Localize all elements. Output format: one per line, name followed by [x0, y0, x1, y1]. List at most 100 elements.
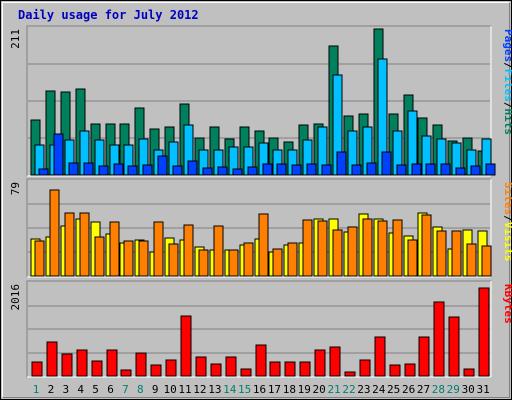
- x-tick-label-day-16: 16: [253, 383, 266, 396]
- x-tick-label-day-14: 14: [223, 383, 237, 396]
- x-tick-label-day-9: 9: [152, 383, 159, 396]
- bar-kbytes-day-7: [120, 369, 132, 377]
- bar-sites-day-10: [168, 243, 179, 277]
- legend-entry: KBytes: [502, 284, 512, 324]
- bar-sites-day-25: [392, 219, 403, 277]
- y-max-label-hits-files-pages: 211: [9, 29, 22, 49]
- legend-entry: /: [502, 215, 512, 222]
- x-tick-label-day-21: 21: [327, 383, 340, 396]
- bar-kbytes-day-16: [255, 344, 267, 377]
- bar-pages-day-14: [232, 168, 243, 176]
- bar-kbytes-day-19: [299, 361, 311, 377]
- bar-kbytes-day-27: [418, 336, 430, 377]
- bar-pages-day-9: [157, 155, 168, 176]
- x-tick-label-day-1: 1: [33, 383, 40, 396]
- legend-entry: Sites: [502, 182, 512, 215]
- bar-kbytes-day-22: [344, 371, 356, 377]
- bar-sites-day-28: [436, 230, 447, 277]
- bar-sites-day-5: [94, 236, 105, 277]
- x-tick-label-day-25: 25: [387, 383, 400, 396]
- x-tick-label-day-23: 23: [357, 383, 370, 396]
- x-tick-label-day-12: 12: [193, 383, 206, 396]
- bar-kbytes-day-2: [46, 341, 58, 377]
- bar-pages-day-20: [321, 164, 332, 176]
- x-tick-label-day-17: 17: [268, 383, 281, 396]
- x-tick-label-day-19: 19: [298, 383, 311, 396]
- bar-pages-day-16: [262, 163, 273, 176]
- bar-sites-day-3: [64, 212, 75, 277]
- x-tick-label-day-26: 26: [402, 383, 415, 396]
- x-tick-label-day-13: 13: [208, 383, 221, 396]
- x-tick-label-day-7: 7: [122, 383, 129, 396]
- bar-kbytes-day-8: [135, 352, 147, 377]
- bar-pages-day-6: [113, 163, 124, 176]
- bar-pages-day-7: [127, 165, 138, 176]
- bar-pages-day-28: [440, 163, 451, 176]
- legend-entry: /: [502, 102, 512, 109]
- bar-kbytes-day-3: [61, 353, 73, 377]
- bar-pages-day-25: [396, 164, 407, 176]
- x-tick-label-day-18: 18: [283, 383, 296, 396]
- bar-sites-day-17: [272, 248, 283, 277]
- bar-sites-day-9: [153, 221, 164, 277]
- bar-kbytes-day-13: [210, 363, 222, 377]
- x-tick-label-day-6: 6: [107, 383, 114, 396]
- x-tick-label-day-5: 5: [92, 383, 99, 396]
- bar-kbytes-day-25: [389, 364, 401, 377]
- x-tick-label-day-27: 27: [417, 383, 430, 396]
- bar-sites-day-19: [302, 219, 313, 277]
- legend-entry: Files: [502, 69, 512, 102]
- bar-pages-day-15: [247, 166, 258, 176]
- bar-kbytes-day-29: [448, 316, 460, 377]
- x-tick-label-day-22: 22: [342, 383, 355, 396]
- bar-kbytes-day-10: [165, 359, 177, 377]
- bar-pages-day-21: [336, 151, 347, 176]
- legend-entry: Visits: [502, 222, 512, 262]
- bar-sites-day-24: [377, 220, 388, 277]
- bar-pages-day-2: [53, 133, 64, 176]
- legend-hits-files-pages: Pages/Files/Hits: [502, 29, 512, 135]
- bar-pages-day-22: [351, 164, 362, 176]
- bar-sites-day-29: [451, 230, 462, 277]
- bar-kbytes-day-23: [359, 359, 371, 377]
- bar-pages-day-31: [485, 163, 496, 176]
- bar-kbytes-day-26: [404, 363, 416, 377]
- bar-sites-day-18: [287, 242, 298, 277]
- bar-kbytes-day-31: [478, 287, 490, 377]
- bar-kbytes-day-15: [240, 368, 252, 377]
- bar-sites-day-1: [34, 240, 45, 277]
- bar-pages-day-19: [306, 163, 317, 176]
- bar-kbytes-day-24: [374, 336, 386, 377]
- bar-pages-day-11: [187, 160, 198, 176]
- bar-pages-day-23: [366, 162, 377, 176]
- bar-pages-day-18: [291, 164, 302, 176]
- bar-sites-day-27: [421, 214, 432, 277]
- legend-entry: /: [502, 62, 512, 69]
- bar-kbytes-day-14: [225, 356, 237, 377]
- x-tick-label-day-11: 11: [178, 383, 191, 396]
- x-tick-label-day-20: 20: [313, 383, 326, 396]
- bar-sites-day-22: [347, 226, 358, 277]
- bar-kbytes-day-17: [269, 361, 281, 377]
- bar-kbytes-day-11: [180, 315, 192, 377]
- bar-kbytes-day-6: [106, 349, 118, 377]
- bar-kbytes-day-28: [433, 301, 445, 377]
- legend-visits-sites: Sites/Visits: [502, 182, 512, 262]
- bar-kbytes-day-21: [329, 346, 341, 377]
- bar-sites-day-13: [213, 225, 224, 277]
- bar-pages-day-3: [68, 162, 79, 176]
- bar-sites-day-14: [228, 249, 239, 277]
- chart-title: Daily usage for July 2012: [18, 8, 199, 22]
- bar-pages-day-4: [83, 162, 94, 176]
- legend-entry: Pages: [502, 29, 512, 62]
- bar-pages-day-13: [217, 166, 228, 176]
- bar-sites-day-6: [109, 221, 120, 277]
- x-tick-label-day-28: 28: [432, 383, 445, 396]
- x-tick-label-day-3: 3: [62, 383, 69, 396]
- bar-sites-day-16: [258, 213, 269, 277]
- x-tick-label-day-31: 31: [476, 383, 489, 396]
- bar-sites-day-31: [481, 245, 492, 277]
- bar-kbytes-day-30: [463, 368, 475, 377]
- x-tick-label-day-30: 30: [462, 383, 475, 396]
